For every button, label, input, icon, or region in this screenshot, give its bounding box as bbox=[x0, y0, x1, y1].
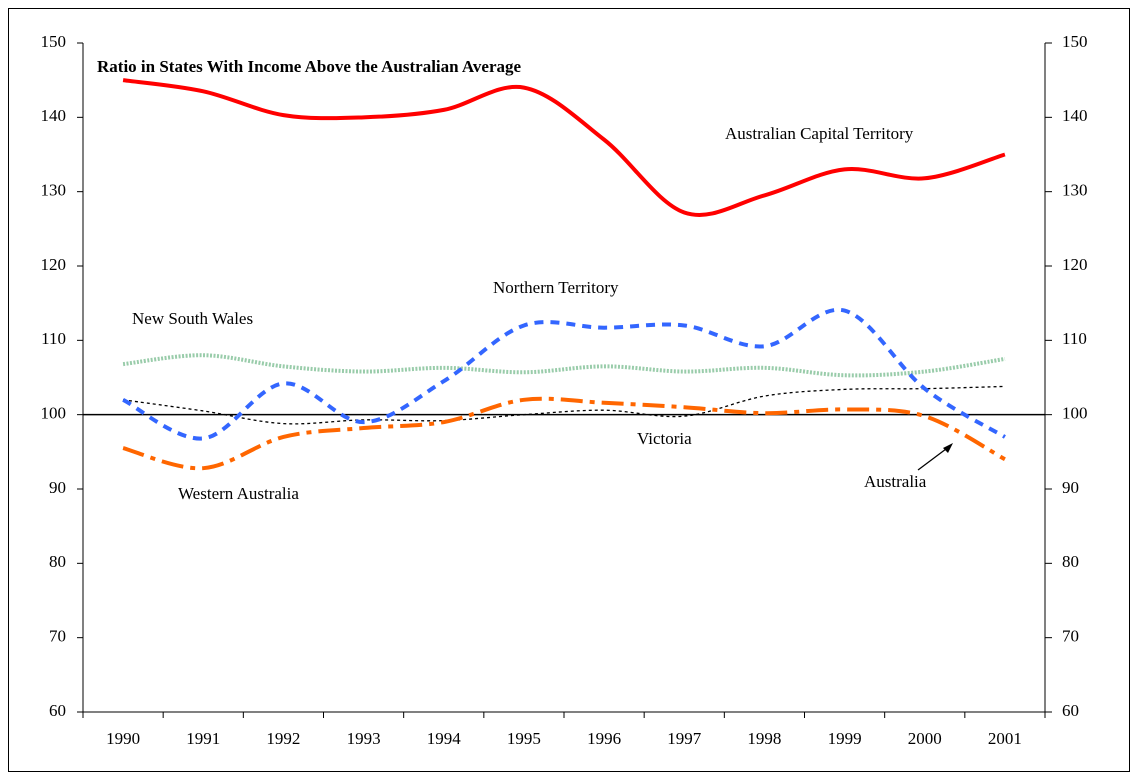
x-tick-label: 1998 bbox=[747, 729, 781, 748]
x-tick-label: 2000 bbox=[908, 729, 942, 748]
y2-tick-label: 60 bbox=[1062, 701, 1079, 720]
x-tick-label: 2001 bbox=[988, 729, 1022, 748]
chart-title: Ratio in States With Income Above the Au… bbox=[97, 57, 522, 76]
y-tick-label: 90 bbox=[49, 478, 66, 497]
x-tick-label: 1990 bbox=[106, 729, 140, 748]
series-line bbox=[122, 353, 1006, 378]
x-tick-label: 1994 bbox=[427, 729, 462, 748]
series-line bbox=[122, 396, 1006, 471]
x-tick-label: 1993 bbox=[347, 729, 381, 748]
series-line bbox=[122, 385, 1005, 425]
y-tick-label: 80 bbox=[49, 552, 66, 571]
y-tick-label: 150 bbox=[41, 32, 67, 51]
series-label: Western Australia bbox=[178, 484, 299, 503]
y2-tick-label: 150 bbox=[1062, 32, 1088, 51]
series-line bbox=[122, 307, 1006, 441]
y2-tick-label: 110 bbox=[1062, 329, 1087, 348]
x-tick-label: 1995 bbox=[507, 729, 541, 748]
x-tick-label: 1997 bbox=[667, 729, 702, 748]
y2-tick-label: 140 bbox=[1062, 106, 1088, 125]
y-tick-label: 110 bbox=[41, 329, 66, 348]
x-tick-label: 1996 bbox=[587, 729, 621, 748]
series-label: Victoria bbox=[637, 429, 692, 448]
annotation-arrow bbox=[917, 445, 951, 471]
chart-border bbox=[8, 8, 1130, 772]
series-line bbox=[122, 78, 1006, 217]
y2-tick-label: 120 bbox=[1062, 255, 1088, 274]
y2-tick-label: 70 bbox=[1062, 627, 1079, 646]
y-tick-label: 100 bbox=[41, 404, 67, 423]
x-tick-label: 1999 bbox=[828, 729, 862, 748]
x-tick-label: 1991 bbox=[186, 729, 220, 748]
x-tick-label: 1992 bbox=[266, 729, 300, 748]
y2-tick-label: 130 bbox=[1062, 181, 1088, 200]
y-tick-label: 120 bbox=[41, 255, 67, 274]
y-tick-label: 70 bbox=[49, 627, 66, 646]
y2-tick-label: 100 bbox=[1062, 404, 1088, 423]
y-tick-label: 140 bbox=[41, 106, 67, 125]
series-label: Northern Territory bbox=[493, 278, 619, 297]
series-label: Australian Capital Territory bbox=[725, 124, 914, 143]
y2-tick-label: 90 bbox=[1062, 478, 1079, 497]
y-tick-label: 60 bbox=[49, 701, 66, 720]
series-label: Australia bbox=[864, 472, 927, 491]
y2-tick-label: 80 bbox=[1062, 552, 1079, 571]
annotation-arrowhead bbox=[943, 443, 953, 453]
y-tick-label: 130 bbox=[41, 181, 67, 200]
series-label: New South Wales bbox=[132, 309, 253, 328]
